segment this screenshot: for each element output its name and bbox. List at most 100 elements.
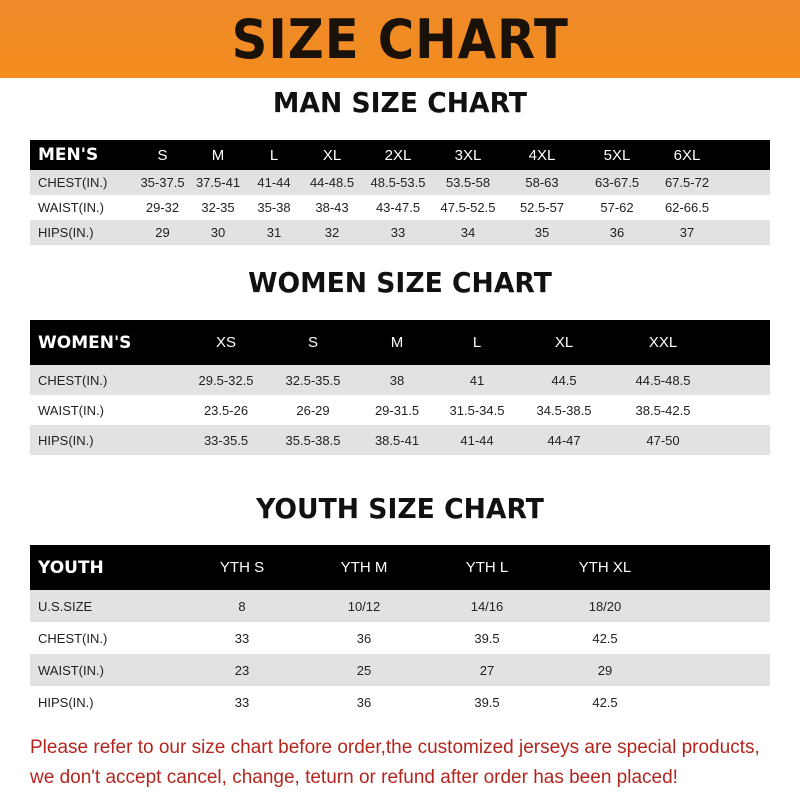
measurement-cell: 43-47.5 [375,200,421,215]
measurement-cell: 33 [234,630,250,646]
measurement-cell: 27 [479,662,495,678]
men-section-title: MAN SIZE CHART [272,86,528,119]
measurement-cell: 38.5-42.5 [635,402,691,418]
men-size-table: MEN'S S M L XL 2XL 3XL 4XL 5XL 6XL CHEST(IN.) 35-37… [30,140,770,245]
measurement-cell: 44.5 [551,372,577,388]
header-label: WOMEN'S [38,332,132,353]
row-label: HIPS(IN.) [38,694,94,710]
measurement-cell: 38 [389,372,405,388]
measurement-cell: 18/20 [588,598,622,614]
measurement-cell: 53.5-58 [445,175,491,190]
empty-cell [670,686,770,718]
measurement-cell: 36 [356,630,372,646]
measurement-cell: 33 [234,694,250,710]
size-header: 2XL [384,146,412,164]
women-section-title: WOMEN SIZE CHART [248,266,552,299]
row-label: CHEST(IN.) [38,372,108,388]
size-header: YTH M [340,559,388,576]
measurement-cell: 32-35 [201,200,235,215]
measurement-cell: 37.5-41 [195,175,241,190]
size-header: XL [322,146,342,164]
measurement-cell: 35-38 [257,200,291,215]
measurement-cell: 30 [210,225,226,240]
empty-cell [722,170,770,195]
measurement-cell: 39.5 [474,694,500,710]
measurement-cell: 47.5-52.5 [440,200,496,215]
measurement-cell: 48.5-53.5 [370,175,426,190]
measurement-cell: 35-37.5 [140,175,185,190]
empty-cell [722,195,770,220]
youth-header-row: YOUTH YTH S YTH M YTH L YTH XL [30,545,770,590]
size-header: 6XL [673,146,701,164]
header-label: MEN'S [38,145,99,165]
empty-cell [670,654,770,686]
empty-cell [722,220,770,245]
measurement-cell: 32.5-35.5 [285,372,341,388]
measurement-cell: 33 [390,225,406,240]
measurement-cell: 36 [356,694,372,710]
measurement-cell: 10/12 [347,598,381,614]
measurement-cell: 38.5-41 [374,432,420,448]
measurement-cell: 23.5-26 [203,402,249,418]
measurement-cell: 42.5 [592,694,618,710]
size-header: L [269,146,279,164]
measurement-cell: 36 [609,225,625,240]
measurement-cell: 34 [460,225,476,240]
header-label: YOUTH [38,557,104,578]
empty-cell [717,320,770,365]
measurement-cell: 44.5-48.5 [635,372,691,388]
measurement-cell: 57-62 [600,200,634,215]
row-label: CHEST(IN.) [38,175,108,190]
measurement-cell: 58-63 [525,175,559,190]
measurement-cell: 34.5-38.5 [536,402,592,418]
size-header: YTH L [465,559,509,576]
measurement-cell: 31.5-34.5 [449,402,505,418]
size-chart-banner: SIZE CHART [0,0,800,78]
size-header: 3XL [454,146,482,164]
measurement-cell: 29.5-32.5 [198,372,254,388]
row-label: WAIST(IN.) [38,200,104,215]
measurement-cell: 26-29 [296,402,330,418]
order-notice: Please refer to our size chart before or… [30,733,790,793]
measurement-cell: 33-35.5 [203,432,249,448]
row-label: U.S.SIZE [38,598,93,614]
size-header: XL [554,334,574,351]
measurement-cell: 35 [534,225,550,240]
measurement-cell: 41-44 [257,175,291,190]
size-header: S [157,146,168,164]
men-header-row: MEN'S S M L XL 2XL 3XL 4XL 5XL 6XL [30,140,770,170]
table-row: CHEST(IN.) 29.5-32.5 32.5-35.5 38 41 44.5 44.5… [30,365,770,395]
measurement-cell: 44-47 [547,432,581,448]
women-header-row: WOMEN'S XS S M L XL XXL [30,320,770,365]
notice-line: Please refer to our size chart before or… [30,737,760,758]
table-row: U.S.SIZE 8 10/12 14/16 18/20 [30,590,770,622]
size-header: 5XL [603,146,631,164]
table-row: CHEST(IN.) 33 36 39.5 42.5 [30,622,770,654]
row-label: HIPS(IN.) [38,432,94,448]
empty-cell [717,425,770,455]
measurement-cell: 25 [356,662,372,678]
size-header: XXL [648,334,678,351]
measurement-cell: 14/16 [470,598,504,614]
row-label: CHEST(IN.) [38,630,108,646]
measurement-cell: 23 [234,662,250,678]
measurement-cell: 47-50 [646,432,680,448]
youth-size-table: YOUTH YTH S YTH M YTH L YTH XL U.S.SIZE 8 10/12… [30,545,770,718]
size-header: YTH XL [578,559,632,576]
row-label: WAIST(IN.) [38,662,104,678]
measurement-cell: 29 [597,662,613,678]
measurement-cell: 29 [155,225,170,240]
measurement-cell: 44-48.5 [309,175,355,190]
measurement-cell: 41-44 [460,432,494,448]
empty-cell [670,622,770,654]
table-row: WAIST(IN.) 29-32 32-35 35-38 38-43 43-47.5 47.… [30,195,770,220]
size-header: 4XL [528,146,556,164]
table-row: CHEST(IN.) 35-37.5 37.5-41 41-44 44-48.5 48.5… [30,170,770,195]
measurement-cell: 42.5 [592,630,618,646]
table-row: HIPS(IN.) 33-35.5 35.5-38.5 38.5-41 41-44 44-… [30,425,770,455]
measurement-cell: 52.5-57 [519,200,565,215]
empty-cell [717,395,770,425]
size-header: L [472,334,482,351]
size-header: YTH S [219,559,265,576]
table-row: HIPS(IN.) 29 30 31 32 33 34 35 36 37 [30,220,770,245]
